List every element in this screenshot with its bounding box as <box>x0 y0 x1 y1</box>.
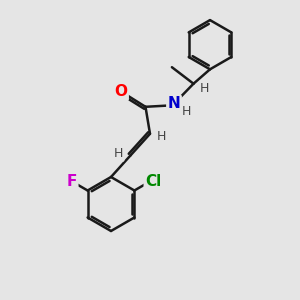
Text: N: N <box>168 96 180 111</box>
Text: O: O <box>114 84 128 99</box>
Text: H: H <box>182 105 192 118</box>
Text: H: H <box>114 147 123 161</box>
Text: Cl: Cl <box>145 174 161 189</box>
Text: H: H <box>200 82 210 95</box>
Text: F: F <box>67 174 77 189</box>
Text: H: H <box>157 130 166 143</box>
